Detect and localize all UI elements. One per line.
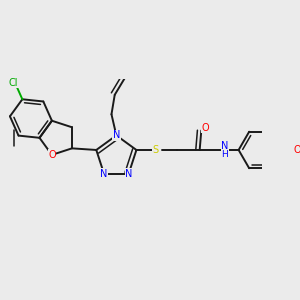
Text: O: O (48, 150, 56, 160)
Text: N: N (100, 169, 108, 178)
Text: N: N (221, 141, 229, 151)
Text: H: H (222, 150, 228, 159)
Text: O: O (201, 123, 209, 133)
Text: Cl: Cl (9, 78, 18, 88)
Text: N: N (125, 169, 132, 178)
Text: N: N (113, 130, 120, 140)
Text: O: O (293, 145, 300, 155)
Text: S: S (153, 145, 159, 155)
